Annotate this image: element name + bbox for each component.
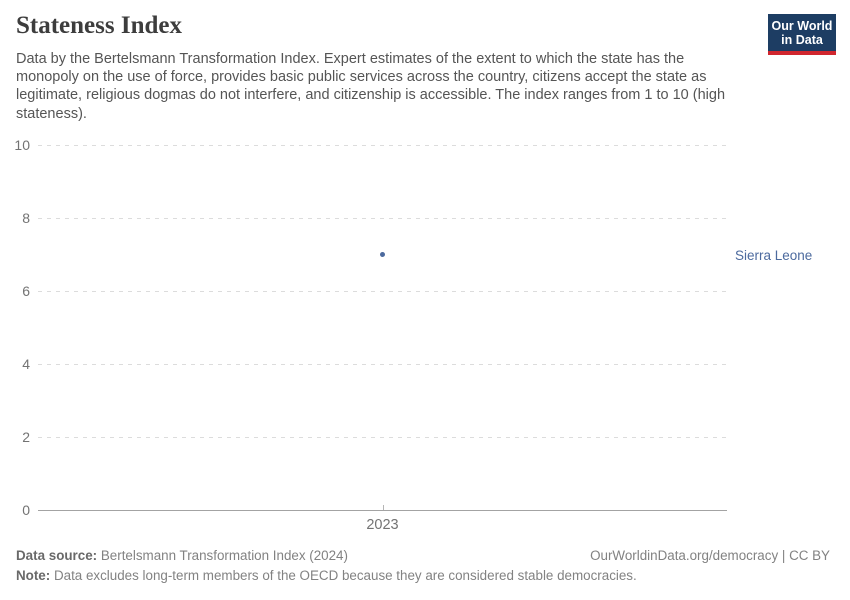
owid-logo-line2: in Data bbox=[781, 32, 823, 47]
chart-subtitle: Data by the Bertelsmann Transformation I… bbox=[16, 51, 726, 122]
data-source-value: Bertelsmann Transformation Index (2024) bbox=[100, 548, 348, 563]
y-axis-tick-label: 10 bbox=[14, 137, 30, 153]
y-axis-tick-label: 4 bbox=[22, 356, 30, 372]
y-axis-tick-label: 6 bbox=[22, 283, 30, 299]
x-axis-tick-label: 2023 bbox=[366, 517, 399, 533]
data-source-label: Data source: bbox=[16, 548, 98, 563]
y-axis-tick-label: 0 bbox=[22, 502, 30, 518]
gridline bbox=[38, 218, 727, 219]
x-axis-line bbox=[38, 510, 727, 511]
gridline bbox=[38, 364, 727, 365]
license-text: OurWorldinData.org/democracy | CC BY bbox=[590, 548, 830, 563]
data-source: Data source: Bertelsmann Transformation … bbox=[16, 548, 348, 563]
data-point-sierra-leone bbox=[380, 252, 385, 257]
x-axis-tick bbox=[382, 505, 384, 510]
note-value: Data excludes long-term members of the O… bbox=[53, 568, 637, 583]
chart-footer: Data source: Bertelsmann Transformation … bbox=[16, 548, 830, 563]
owid-logo-line1: Our World bbox=[771, 18, 833, 33]
note-label: Note: bbox=[16, 568, 51, 583]
y-axis-tick-label: 8 bbox=[22, 210, 30, 226]
gridline bbox=[38, 145, 727, 146]
page-title: Stateness Index bbox=[16, 12, 182, 39]
owid-logo: Our World in Data bbox=[768, 14, 836, 55]
y-axis-tick-label: 2 bbox=[22, 429, 30, 445]
series-label-sierra-leone: Sierra Leone bbox=[735, 247, 813, 263]
gridline bbox=[38, 291, 727, 292]
gridline bbox=[38, 437, 727, 438]
chart-note: Note: Data excludes long-term members of… bbox=[16, 568, 830, 583]
